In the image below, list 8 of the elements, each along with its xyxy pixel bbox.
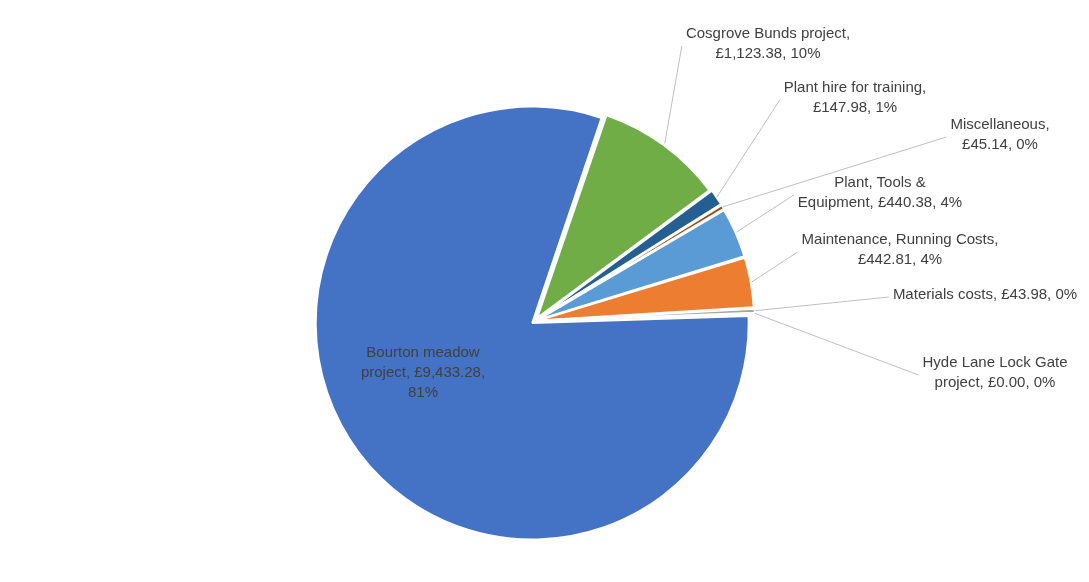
slice-label: Miscellaneous, £45.14, 0% xyxy=(950,114,1050,152)
slice-label: Plant, Tools & Equipment, £440.38, 4% xyxy=(797,172,963,210)
category-label: Hyde Lane Lock Gate project, £0.00, 0% xyxy=(922,352,1068,390)
slice-label: Maintenance, Running Costs, £442.81, 4% xyxy=(801,229,999,267)
slice-label: Bourton meadow project, £9,433.28, 81% xyxy=(360,342,486,400)
slice-label: Plant hire for training, £147.98, 1% xyxy=(783,77,927,115)
slice-label: Cosgrove Bunds project, £1,123.38, 10% xyxy=(685,23,851,61)
slice-label: Materials costs, £43.98, 0% xyxy=(892,284,1078,302)
